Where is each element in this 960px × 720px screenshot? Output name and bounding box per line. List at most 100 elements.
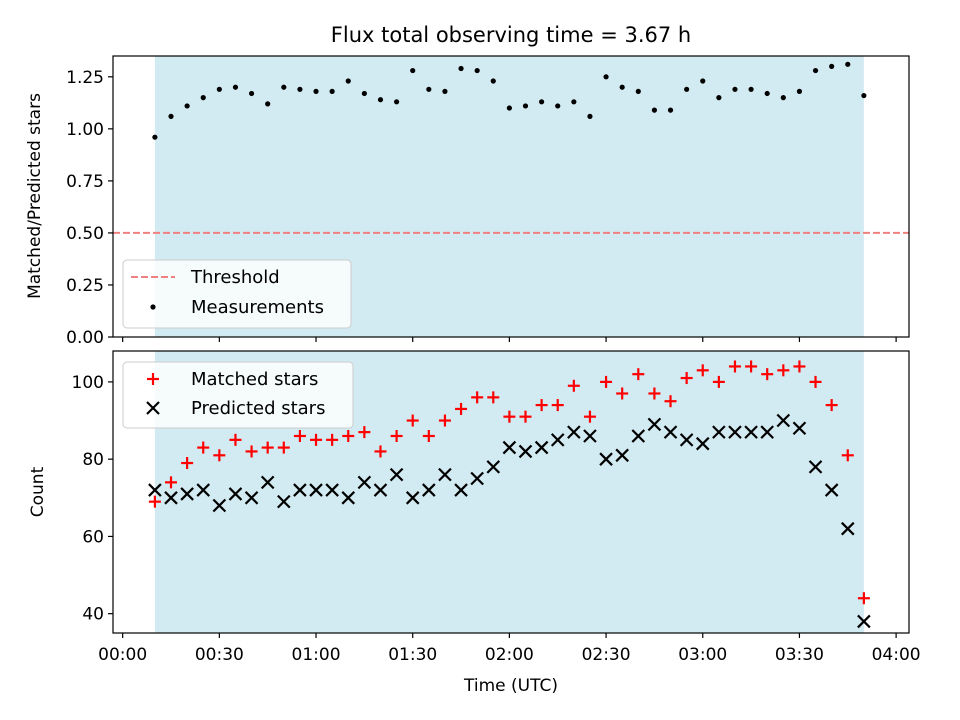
predicted-point bbox=[228, 487, 243, 501]
matched-point bbox=[422, 429, 435, 442]
y-tick-label: 80 bbox=[82, 450, 104, 470]
measurement-point bbox=[845, 61, 851, 67]
matched-point bbox=[455, 402, 468, 415]
predicted-point bbox=[808, 460, 823, 474]
legend-threshold-label: Threshold bbox=[190, 267, 280, 288]
matched-point bbox=[632, 368, 645, 381]
matched-point bbox=[503, 410, 516, 423]
measurement-point bbox=[555, 103, 561, 109]
measurement-point bbox=[442, 88, 448, 94]
matched-point bbox=[165, 476, 178, 489]
measurement-point bbox=[748, 86, 754, 92]
x-tick-label: 02:00 bbox=[485, 645, 534, 665]
matched-point bbox=[229, 433, 242, 446]
measurement-point bbox=[313, 88, 319, 94]
measurement-point bbox=[410, 67, 416, 74]
matched-point bbox=[535, 399, 548, 412]
predicted-point bbox=[679, 433, 694, 447]
matched-point bbox=[213, 449, 226, 462]
predicted-point bbox=[712, 425, 726, 439]
measurement-point bbox=[216, 86, 222, 92]
predicted-point bbox=[792, 421, 807, 436]
predicted-point bbox=[857, 614, 871, 629]
measurement-point bbox=[700, 78, 706, 84]
y-tick-label: 1.00 bbox=[66, 120, 104, 140]
predicted-point bbox=[840, 521, 855, 536]
predicted-point bbox=[631, 429, 646, 443]
measurement-point bbox=[426, 86, 432, 92]
matched-point bbox=[857, 592, 870, 605]
y-tick-label: 0.50 bbox=[66, 224, 104, 244]
predicted-point bbox=[357, 475, 372, 490]
predicted-point bbox=[373, 483, 388, 497]
matched-point bbox=[471, 391, 484, 404]
predicted-point bbox=[405, 491, 420, 505]
bottom-panel: 40 60 80 100 00:00 00:30 01:00 01:30 02:00 02:30 0… bbox=[28, 350, 921, 696]
predicted-point bbox=[212, 498, 227, 513]
measurement-point bbox=[539, 99, 545, 105]
matched-point bbox=[181, 457, 194, 470]
matched-point bbox=[777, 364, 790, 377]
measurement-point bbox=[684, 86, 690, 92]
matched-point bbox=[148, 495, 161, 508]
matched-point bbox=[342, 429, 355, 442]
matched-point bbox=[600, 375, 613, 388]
measurement-point bbox=[587, 113, 593, 119]
predicted-point bbox=[502, 440, 517, 455]
legend-predicted-label: Predicted stars bbox=[191, 398, 325, 419]
top-legend: Threshold Measurements bbox=[122, 259, 352, 329]
top-axes-frame bbox=[112, 55, 910, 338]
measurement-point bbox=[474, 67, 480, 74]
measurement-point bbox=[377, 97, 384, 103]
y-tick-label: 40 bbox=[82, 605, 104, 625]
predicted-point bbox=[260, 475, 275, 490]
matched-point bbox=[261, 441, 274, 454]
matched-point bbox=[616, 387, 629, 400]
top-legend-box bbox=[122, 259, 352, 329]
x-tick-label: 03:30 bbox=[775, 645, 824, 665]
bottom-axes-frame bbox=[112, 350, 910, 634]
measurement-point bbox=[506, 105, 512, 111]
measurement-point bbox=[861, 92, 867, 99]
bottom-legend-box bbox=[122, 361, 354, 429]
predicted-point bbox=[325, 483, 339, 497]
predicted-point bbox=[486, 460, 501, 474]
predicted-point bbox=[744, 425, 758, 439]
measurement-point bbox=[764, 90, 770, 97]
predicted-point bbox=[389, 467, 404, 482]
matched-point bbox=[310, 433, 323, 446]
predicted-point bbox=[470, 471, 484, 486]
measurement-point bbox=[667, 107, 674, 113]
y-tick-label: 0.75 bbox=[66, 172, 104, 192]
matched-point bbox=[390, 429, 403, 442]
x-tick-label: 02:30 bbox=[582, 645, 631, 665]
matched-point bbox=[809, 375, 822, 388]
x-tick-label: 01:00 bbox=[292, 645, 341, 665]
measurement-point bbox=[780, 95, 786, 101]
matched-point bbox=[680, 372, 693, 385]
matched-point bbox=[825, 399, 838, 412]
y-tick-label: 0.25 bbox=[66, 276, 104, 296]
x-tick-label: 00:00 bbox=[98, 645, 147, 665]
matched-point bbox=[326, 433, 339, 446]
matched-point bbox=[761, 368, 774, 381]
predicted-point bbox=[583, 429, 597, 443]
measurement-point bbox=[200, 95, 206, 101]
matched-point bbox=[519, 410, 532, 423]
predicted-point bbox=[438, 467, 452, 482]
matched-point bbox=[293, 429, 306, 442]
matched-point bbox=[745, 360, 758, 373]
matched-point bbox=[358, 426, 371, 439]
matched-point bbox=[583, 410, 596, 423]
bottom-y-axis-label: Count bbox=[28, 466, 48, 517]
predicted-point bbox=[341, 491, 356, 505]
measurement-point bbox=[796, 88, 803, 94]
matched-point bbox=[197, 441, 210, 454]
predicted-point bbox=[647, 417, 662, 432]
y-tick-label: 0.00 bbox=[66, 328, 104, 348]
matched-point bbox=[277, 441, 290, 454]
measurement-point bbox=[522, 103, 529, 109]
measurement-point bbox=[361, 90, 367, 97]
predicted-point bbox=[663, 425, 678, 439]
measurement-point bbox=[635, 88, 641, 94]
